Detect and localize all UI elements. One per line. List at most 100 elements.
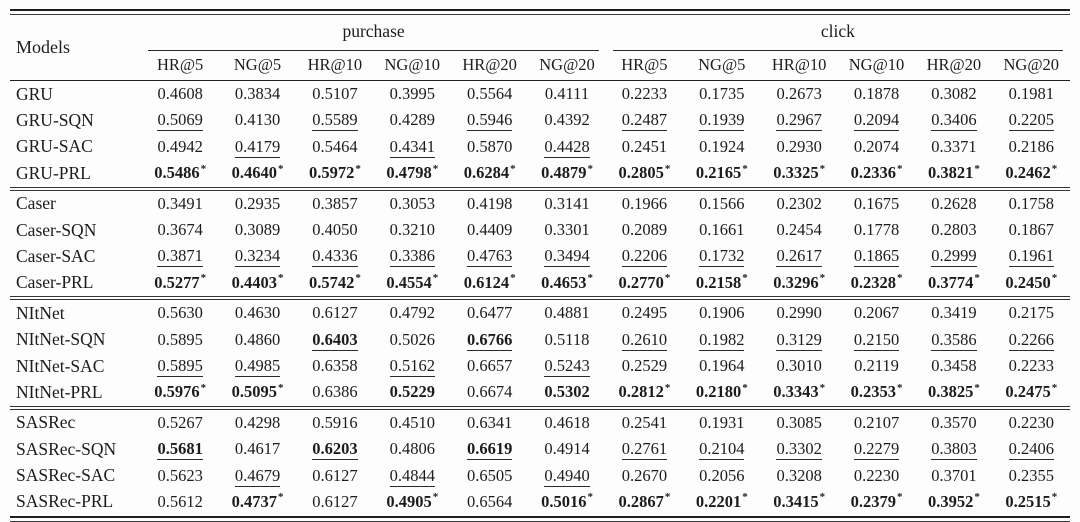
table-row: GRU 0.4608 0.3834 0.5107 0.3995 0.5564 0.4111 0… [10, 81, 1070, 108]
metric-cell: 0.5916 [312, 412, 358, 432]
metric-cell: 0.5895 [157, 356, 203, 377]
metric-cell: 0.3371 [931, 136, 977, 156]
metric-cell: 0.1878 [853, 84, 900, 104]
metric-cell: 0.1981 [1008, 84, 1054, 104]
metric-cell: 0.2812* [618, 381, 671, 402]
metric-cell: 0.5026 [389, 329, 435, 349]
metric-cell: 0.2094 [853, 110, 900, 132]
metric-cell: 0.3458 [931, 356, 977, 375]
metric-cell: 0.6127 [312, 491, 358, 511]
metric-cell: 0.1758 [1008, 193, 1054, 213]
metric-cell: 0.2805* [618, 162, 671, 183]
table-row: SASRec-SQN 0.5681 0.4617 0.6203 0.4806 0.6619… [10, 436, 1070, 462]
metric-cell: 0.6564 [466, 491, 513, 511]
significance-asterisk: * [510, 162, 516, 175]
click-cmidrule [612, 50, 1063, 51]
metric-cell: 0.4640* [231, 162, 284, 183]
metric-cell: 0.4341 [389, 136, 435, 158]
metric-cell: 0.5302 [544, 382, 590, 402]
metric-cell: 0.4737* [231, 491, 284, 511]
group-header-purchase: purchase [141, 15, 605, 51]
metric-cell: 0.5742* [308, 272, 361, 292]
metric-cell: 0.5095* [231, 381, 284, 402]
metric-cell: 0.2353* [850, 381, 903, 402]
significance-asterisk: * [819, 162, 826, 175]
metric-cell: 0.5162 [389, 356, 435, 377]
metric-cell: 0.3210 [389, 220, 435, 240]
metric-cell: 0.2150 [853, 329, 900, 351]
metric-cell: 0.3010 [776, 356, 822, 375]
metric-cell: 0.1982 [699, 329, 745, 351]
table-row: SASRec 0.5267 0.4298 0.5916 0.4510 0.6341 0.46… [10, 410, 1070, 436]
significance-asterisk: * [819, 381, 826, 394]
significance-asterisk: * [664, 162, 671, 175]
metric-cell: 0.3701 [931, 465, 977, 485]
metric-cell: 0.4630 [234, 303, 281, 323]
metric-cell: 0.4905* [386, 491, 439, 511]
metric-cell: 0.3871 [157, 246, 203, 268]
metric-cell: 0.4403* [231, 272, 284, 292]
metric-cell: 0.2230 [853, 465, 900, 485]
metric-cell: 0.1867 [1008, 220, 1054, 240]
model-name-cell: NItNet-SQN [16, 329, 106, 350]
metric-cell: 0.4179 [234, 136, 281, 158]
model-name-cell: SASRec-PRL [16, 491, 114, 512]
significance-asterisk: * [819, 491, 826, 504]
metric-cell: 0.2967 [776, 110, 822, 132]
block-separator-rule [10, 186, 1070, 191]
metric-cell: 0.2451 [621, 136, 668, 156]
significance-asterisk: * [974, 272, 980, 285]
metric-header: NG@10 [373, 51, 451, 81]
metric-cell: 0.3343* [773, 381, 826, 402]
significance-asterisk: * [277, 162, 284, 175]
metric-cell: 0.1661 [699, 220, 745, 240]
metric-cell: 0.1906 [699, 303, 745, 323]
metric-cell: 0.3302 [776, 439, 822, 461]
metric-cell: 0.4679 [234, 465, 281, 487]
header-group-row: Models purchase click [10, 15, 1070, 81]
metric-cell: 0.6657 [466, 356, 513, 375]
metric-cell: 0.2165* [695, 162, 748, 183]
metric-cell: 0.2454 [776, 220, 822, 240]
metric-cell: 0.5486* [154, 162, 207, 183]
metric-cell: 0.1778 [853, 220, 900, 240]
metric-cell: 0.2803 [931, 220, 977, 240]
metric-cell: 0.1735 [699, 84, 745, 104]
metric-cell: 0.3141 [544, 193, 590, 213]
metric-cell: 0.4298 [234, 412, 281, 432]
metric-cell: 0.1675 [853, 193, 900, 213]
metric-cell: 0.5016* [541, 491, 593, 511]
metric-cell: 0.5976* [154, 381, 207, 402]
model-name-cell: NItNet-PRL [16, 381, 103, 402]
metric-cell: 0.2673 [776, 84, 822, 104]
metric-cell: 0.2462* [1005, 162, 1058, 183]
group-label-click: click [820, 21, 855, 41]
model-name-cell: Caser-PRL [16, 272, 94, 293]
metric-cell: 0.5564 [466, 84, 513, 104]
metric-cell: 0.4940 [544, 465, 590, 487]
table-top-rule [10, 9, 1070, 15]
metric-cell: 0.4111 [544, 84, 590, 104]
metric-cell: 0.4428 [544, 136, 590, 158]
metric-header: HR@5 [141, 51, 219, 81]
metric-cell: 0.3386 [389, 246, 435, 268]
metric-cell: 0.5118 [544, 329, 590, 349]
metric-cell: 0.3774* [927, 272, 980, 292]
significance-asterisk: * [200, 272, 207, 285]
metric-header: HR@20 [450, 51, 529, 81]
metric-cell: 0.6284* [463, 162, 516, 183]
metric-cell: 0.3296* [773, 272, 826, 292]
metric-cell: 0.5243 [544, 356, 590, 377]
metric-cell: 0.4806 [389, 439, 435, 459]
metric-cell: 0.2074 [853, 136, 900, 156]
metric-cell: 0.1566 [699, 193, 745, 213]
model-name-cell: GRU-SQN [16, 109, 94, 130]
block-separator-rule [10, 405, 1070, 410]
significance-asterisk: * [896, 381, 903, 394]
significance-asterisk: * [742, 162, 748, 175]
metric-cell: 0.2175 [1008, 303, 1054, 323]
significance-asterisk: * [1051, 381, 1058, 394]
metric-cell: 0.5229 [389, 382, 435, 402]
metric-cell: 0.6341 [466, 412, 513, 432]
metric-header: NG@5 [218, 51, 297, 81]
